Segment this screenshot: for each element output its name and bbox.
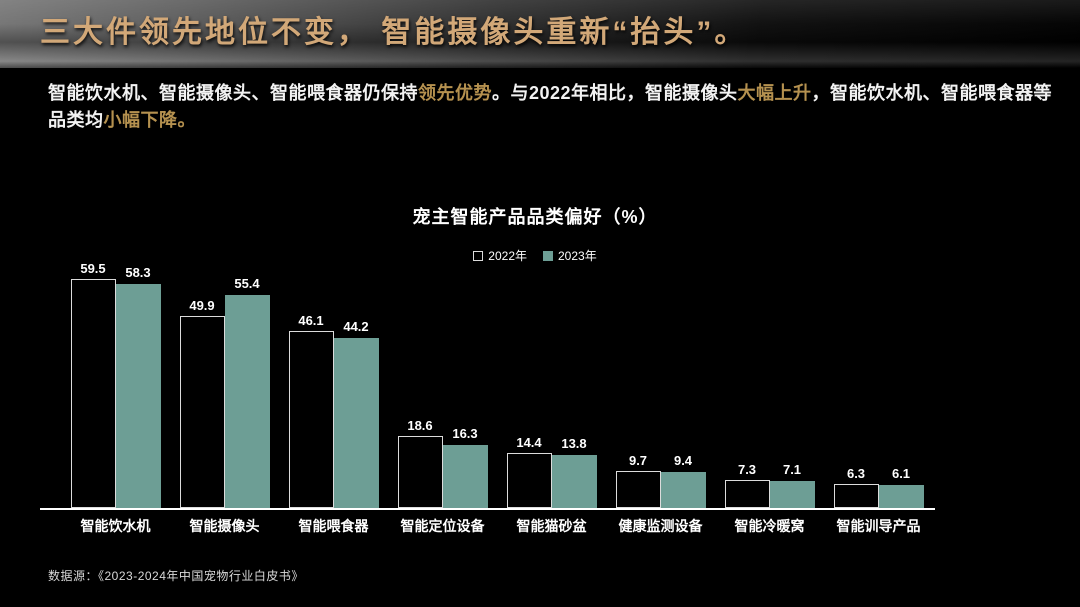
chart-legend: 2022年 2023年: [40, 247, 1030, 264]
legend-swatch-icon: [543, 250, 553, 261]
bar-value-label: 18.6: [407, 418, 433, 433]
category-label: 智能猫砂盆: [516, 518, 587, 534]
bar-2022年-智能冷暖窝: 7.3: [724, 462, 770, 508]
category-label: 智能定位设备: [400, 518, 485, 534]
bar-value-label: 16.3: [452, 426, 478, 441]
legend-item-2022年: 2022年: [473, 247, 527, 264]
category-label: 健康监测设备: [618, 518, 703, 534]
category-label: 智能冷暖窝: [734, 518, 805, 534]
bar-group-智能冷暖窝: 7.3 7.1 智能冷暖窝: [715, 260, 824, 534]
bar-2022年-智能摄像头: 49.9: [179, 298, 225, 508]
source-note: 数据源：《2023-2024年中国宠物行业白皮书》: [48, 569, 304, 583]
bar-group-智能猫砂盆: 14.4 13.8 智能猫砂盆: [497, 260, 606, 534]
bar-group-智能训导产品: 6.3 6.1 智能训导产品: [824, 260, 933, 534]
bar-value-label: 46.1: [298, 313, 324, 328]
chart-plot: 59.5 58.3 智能饮水机 49.9 55.4 智能摄像头 46.1 44.2 智能喂食器 1…: [40, 260, 935, 534]
legend-label: 2022年: [488, 249, 527, 263]
header-bar: 三大件领先地位不变， 智能摄像头重新“抬头”。: [0, 0, 1080, 68]
bar-2023年-智能训导产品: 6.1: [878, 466, 924, 508]
bar-2023年-智能冷暖窝: 7.1: [769, 462, 815, 508]
bar-value-label: 6.3: [846, 466, 866, 481]
bar-group-智能定位设备: 18.6 16.3 智能定位设备: [388, 260, 497, 534]
bar-value-label: 59.5: [80, 261, 106, 276]
bar-2022年-智能定位设备: 18.6: [397, 418, 443, 508]
bar-group-智能摄像头: 49.9 55.4 智能摄像头: [170, 260, 279, 534]
category-label: 智能喂食器: [298, 518, 369, 534]
summary-text: 智能饮水机、智能摄像头、智能喂食器仍保持领先优势。与2022年相比，智能摄像头大…: [48, 80, 1056, 134]
bar-2022年-健康监测设备: 9.7: [615, 453, 661, 508]
category-label: 智能训导产品: [836, 518, 921, 534]
summary-segment: ，智能饮水机、智能喂食器等品类均: [48, 83, 1053, 130]
slide-title: 三大件领先地位不变， 智能摄像头重新“抬头”。: [40, 16, 748, 49]
bar-2023年-智能饮水机: 58.3: [115, 265, 161, 508]
bar-value-label: 44.2: [343, 319, 369, 334]
summary-highlight: 小幅下降。: [103, 110, 196, 130]
bar-value-label: 9.7: [628, 453, 648, 468]
bar-2023年-智能喂食器: 44.2: [333, 319, 379, 508]
bar-value-label: 13.8: [561, 436, 587, 451]
bar-2023年-智能定位设备: 16.3: [442, 426, 488, 508]
bar-value-label: 14.4: [516, 435, 542, 450]
bar-group-智能饮水机: 59.5 58.3 智能饮水机: [61, 260, 170, 534]
bar-value-label: 49.9: [189, 298, 215, 313]
summary-segment: 智能饮水机、智能摄像头、智能喂食器仍保持: [48, 83, 418, 103]
summary-highlight: 领先优势: [418, 83, 492, 103]
bar-2022年-智能饮水机: 59.5: [70, 261, 116, 508]
bar-2022年-智能喂食器: 46.1: [288, 313, 334, 508]
summary-segment: 。与2022年相比，智能摄像头: [492, 83, 738, 103]
chart-title: 宠主智能产品品类偏好（%）: [412, 207, 658, 227]
bar-value-label: 55.4: [234, 276, 260, 291]
bar-2022年-智能猫砂盆: 14.4: [506, 435, 552, 508]
legend-swatch-icon: [473, 250, 484, 261]
bar-group-智能喂食器: 46.1 44.2 智能喂食器: [279, 260, 388, 534]
bar-value-label: 6.1: [891, 466, 911, 481]
category-label: 智能摄像头: [189, 518, 260, 534]
summary-highlight: 大幅上升: [737, 83, 812, 103]
legend-label: 2023年: [558, 249, 597, 263]
bar-2023年-智能摄像头: 55.4: [224, 276, 270, 508]
bar-2022年-智能训导产品: 6.3: [833, 466, 879, 508]
bar-group-健康监测设备: 9.7 9.4 健康监测设备: [606, 260, 715, 534]
category-label: 智能饮水机: [80, 518, 151, 534]
bar-2023年-智能猫砂盆: 13.8: [551, 436, 597, 508]
bar-value-label: 9.4: [673, 453, 693, 468]
bar-value-label: 58.3: [125, 265, 151, 280]
bar-value-label: 7.3: [737, 462, 757, 477]
bar-value-label: 7.1: [782, 462, 802, 477]
legend-item-2023年: 2023年: [543, 247, 597, 264]
bar-2023年-健康监测设备: 9.4: [660, 453, 706, 508]
